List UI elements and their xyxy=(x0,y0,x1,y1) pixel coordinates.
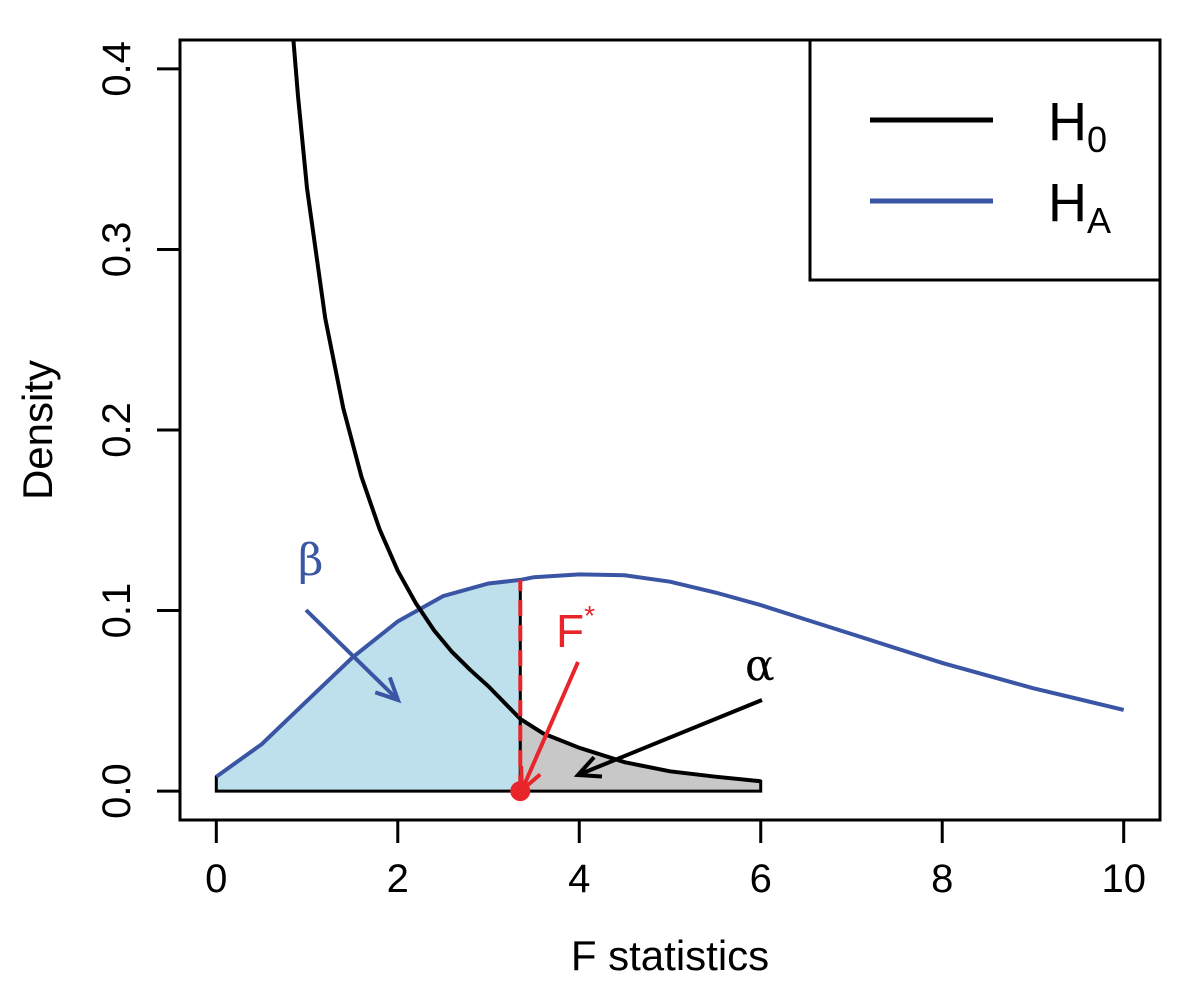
fstar-label: F* xyxy=(556,600,595,657)
alpha-arrow-head xyxy=(573,755,603,779)
annotations xyxy=(304,579,763,802)
alpha-arrow xyxy=(573,698,763,779)
legend: H0 HA xyxy=(808,38,1162,282)
alpha-arrow-shaft xyxy=(577,698,763,777)
x-tick-label-6: 6 xyxy=(750,857,772,901)
x-tick-label-2: 2 xyxy=(387,857,409,901)
x-tick-label-0: 0 xyxy=(205,857,227,901)
beta-arrow xyxy=(304,608,402,704)
alpha-label: α xyxy=(745,640,775,691)
y-tick-label-0.4: 0.4 xyxy=(95,41,139,97)
y-tick-label-0.2: 0.2 xyxy=(95,402,139,458)
y-tick-label-0.1: 0.1 xyxy=(95,583,139,639)
legend-h0-label: H0 xyxy=(1048,92,1107,160)
fstar-arrow-shaft xyxy=(520,661,580,791)
x-axis-title: F statistics xyxy=(571,932,769,979)
y-axis-title: Density xyxy=(14,360,61,500)
axes: 0 2 4 6 8 10 0.0 0.1 0.2 0.3 0.4 xyxy=(95,41,1146,901)
beta-arrow-head xyxy=(374,676,402,704)
beta-region xyxy=(214,578,522,793)
x-tick-label-8: 8 xyxy=(931,857,953,901)
fstar-arrow-head xyxy=(519,765,542,795)
fstar-arrow xyxy=(519,661,580,795)
y-tick-label-0.3: 0.3 xyxy=(95,222,139,278)
alpha-region xyxy=(518,716,763,793)
y-tick-label-0.0: 0.0 xyxy=(95,763,139,819)
x-tick-label-4: 4 xyxy=(568,857,590,901)
beta-label: β xyxy=(298,535,323,586)
series-ha-line xyxy=(215,572,1125,779)
legend-box xyxy=(808,38,1162,282)
legend-ha-label: HA xyxy=(1048,173,1111,241)
beta-arrow-shaft xyxy=(304,608,400,702)
x-tick-label-10: 10 xyxy=(1101,857,1146,901)
